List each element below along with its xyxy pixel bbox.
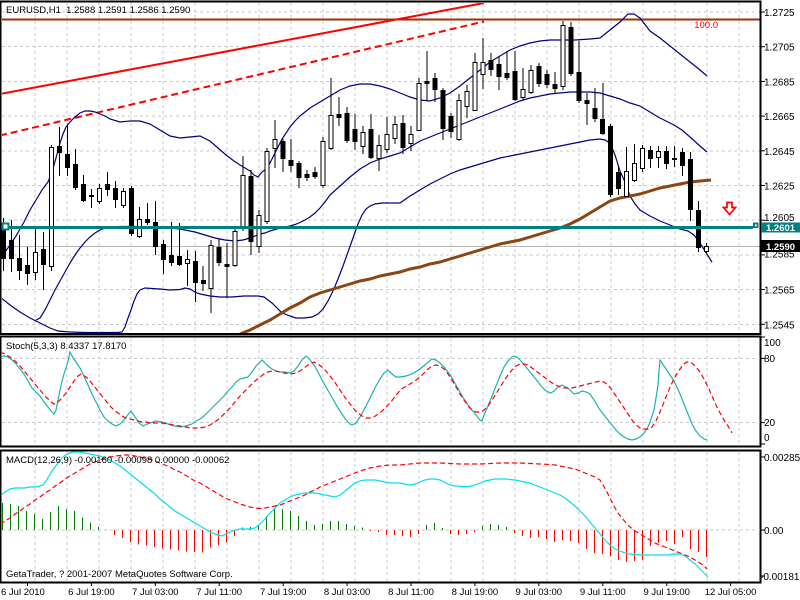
svg-text:1.2601: 1.2601 <box>766 223 796 234</box>
svg-text:GetaTrader, ? 2001-2007 MetaQu: GetaTrader, ? 2001-2007 MetaQuotes Softw… <box>6 569 233 580</box>
svg-text:80: 80 <box>764 354 776 365</box>
svg-text:1.2705: 1.2705 <box>764 43 795 54</box>
svg-text:EURUSD,H1 1.2588 1.2591 1.258: EURUSD,H1 1.2588 1.2591 1.2586 1.2590 <box>6 5 190 16</box>
svg-text:8 Jul 11:00: 8 Jul 11:00 <box>388 587 434 598</box>
svg-text:-0.00181: -0.00181 <box>760 572 800 583</box>
svg-text:12 Jul 05:00: 12 Jul 05:00 <box>705 587 757 598</box>
svg-text:20: 20 <box>764 418 776 429</box>
svg-text:1.2590: 1.2590 <box>766 242 795 253</box>
svg-text:1.2665: 1.2665 <box>764 112 795 123</box>
svg-text:1.2605: 1.2605 <box>764 213 795 224</box>
svg-text:0: 0 <box>764 433 770 444</box>
svg-text:100: 100 <box>764 338 781 349</box>
svg-text:0.00: 0.00 <box>764 526 784 537</box>
svg-text:7 Jul 11:00: 7 Jul 11:00 <box>196 587 242 598</box>
svg-text:100.0: 100.0 <box>694 20 718 31</box>
svg-text:8 Jul 03:00: 8 Jul 03:00 <box>324 587 370 598</box>
svg-text:1.2625: 1.2625 <box>764 182 795 193</box>
svg-text:1.2685: 1.2685 <box>764 77 795 88</box>
svg-text:Stoch(5,3,3) 8.4337 17.8170: Stoch(5,3,3) 8.4337 17.8170 <box>6 341 126 352</box>
svg-text:MACD(12,26,9) -0.00160 -0.0009: MACD(12,26,9) -0.00160 -0.00098 0.00000 … <box>6 455 229 466</box>
svg-text:1.2725: 1.2725 <box>764 8 795 19</box>
svg-text:9 Jul 03:00: 9 Jul 03:00 <box>516 587 562 598</box>
svg-text:7 Jul 19:00: 7 Jul 19:00 <box>260 587 306 598</box>
svg-text:1.2645: 1.2645 <box>764 147 795 158</box>
svg-text:6 Jul 2010: 6 Jul 2010 <box>1 587 45 598</box>
svg-text:7 Jul 03:00: 7 Jul 03:00 <box>132 587 178 598</box>
svg-text:1.2565: 1.2565 <box>764 286 795 297</box>
svg-text:1.2585: 1.2585 <box>764 250 795 261</box>
svg-text:6 Jul 19:00: 6 Jul 19:00 <box>68 587 114 598</box>
svg-text:0.00285: 0.00285 <box>764 453 800 464</box>
svg-text:9 Jul 19:00: 9 Jul 19:00 <box>643 587 689 598</box>
svg-text:8 Jul 19:00: 8 Jul 19:00 <box>452 587 498 598</box>
svg-text:9 Jul 11:00: 9 Jul 11:00 <box>580 587 626 598</box>
svg-text:1.2545: 1.2545 <box>764 320 795 331</box>
